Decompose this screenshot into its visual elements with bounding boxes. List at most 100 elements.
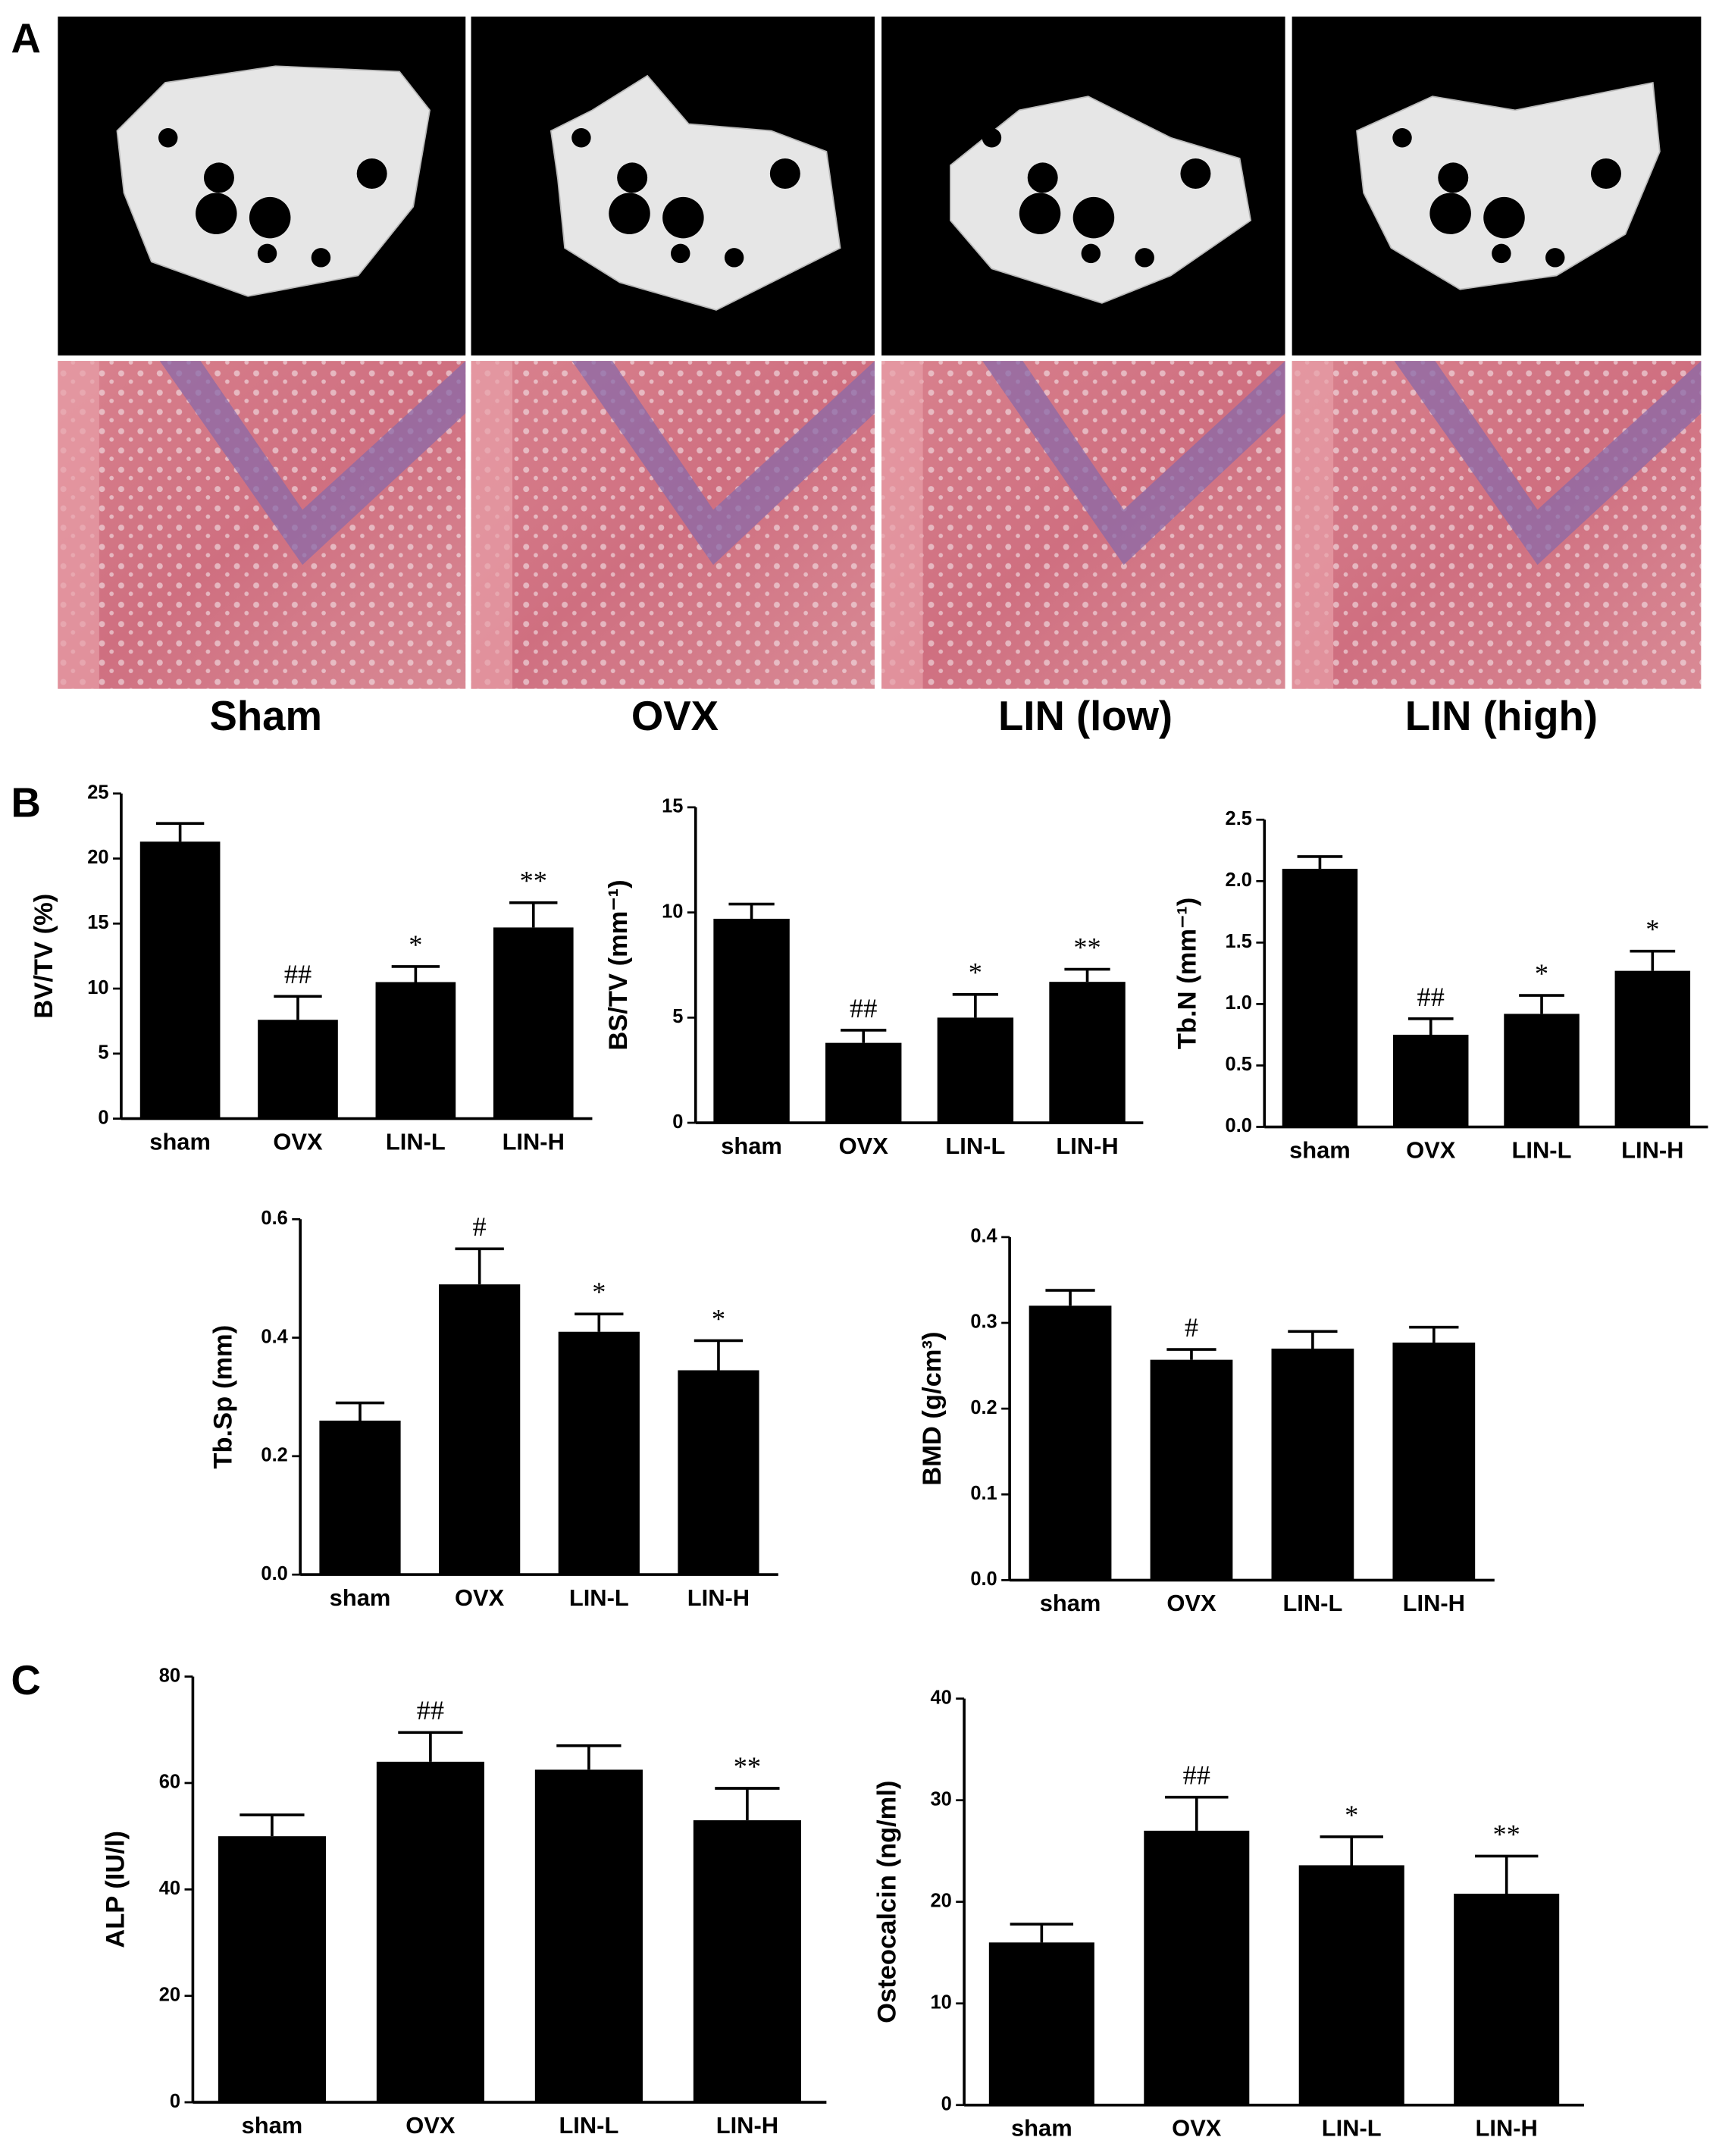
bar <box>218 1836 326 2103</box>
error-bar <box>274 995 322 1020</box>
bar <box>439 1284 521 1575</box>
error-bar <box>240 1813 305 1837</box>
y-tick-label: 0.0 <box>1226 1115 1252 1136</box>
error-bar <box>715 1787 780 1821</box>
x-tick-label: sham <box>1011 2115 1072 2142</box>
y-axis-label: BV/TV (%) <box>30 894 58 1019</box>
image-label: Sham <box>210 693 322 739</box>
bone-hole <box>1483 196 1525 239</box>
bar <box>558 1331 640 1575</box>
panel-label: B <box>11 779 41 826</box>
image-panels <box>58 16 1702 689</box>
error-bar <box>1474 1854 1539 1894</box>
histology-texture <box>1292 361 1702 689</box>
error-bar <box>335 1401 385 1421</box>
bar <box>1392 1034 1469 1127</box>
y-tick-label: 40 <box>159 1878 180 1899</box>
panel-label: A <box>11 15 41 61</box>
bar <box>678 1370 759 1575</box>
y-tick-label: 10 <box>930 1991 951 2013</box>
x-tick-label: LIN-H <box>716 2112 778 2139</box>
x-tick-label: LIN-H <box>1403 1590 1465 1616</box>
cortex <box>881 361 923 689</box>
significance-mark: * <box>1645 914 1659 945</box>
y-tick-label: 0.0 <box>261 1563 287 1584</box>
error-bar <box>1320 1835 1383 1866</box>
x-tick-label: LIN-H <box>687 1584 750 1611</box>
significance-mark: * <box>1535 958 1548 989</box>
bone-hole <box>1180 158 1211 189</box>
bone-hole <box>609 193 650 234</box>
y-tick-label: 0.4 <box>970 1226 997 1247</box>
cartilage-band <box>571 361 875 566</box>
bone-hole <box>617 162 648 193</box>
significance-mark: * <box>592 1277 606 1307</box>
bar <box>1271 1348 1354 1581</box>
y-tick-label: 25 <box>87 782 108 803</box>
y-tick-label: 80 <box>159 1665 180 1686</box>
bar <box>139 841 221 1119</box>
x-tick-label: LIN-H <box>1056 1133 1118 1159</box>
x-tick-label: OVX <box>405 2112 456 2139</box>
error-bar <box>391 965 440 982</box>
x-tick-label: LIN-H <box>503 1128 565 1155</box>
y-axis-label: Osteocalcin (ng/ml) <box>872 1781 901 2023</box>
bone-hole <box>1135 248 1154 268</box>
error-bar <box>1010 1923 1074 1943</box>
bar <box>988 1942 1094 2105</box>
bone-hole <box>1438 162 1469 193</box>
significance-mark: * <box>409 929 422 960</box>
y-tick-label: 0.3 <box>970 1311 997 1333</box>
bar <box>493 927 574 1119</box>
cortex <box>58 361 99 689</box>
x-tick-label: sham <box>721 1133 782 1159</box>
y-tick-label: 0 <box>672 1111 683 1133</box>
y-tick-label: 2.5 <box>1226 808 1252 829</box>
x-tick-label: LIN-H <box>1621 1136 1683 1163</box>
cartilage-band <box>159 361 466 566</box>
y-tick-label: 0 <box>170 2091 180 2112</box>
bone-hole <box>571 128 591 148</box>
x-tick-label: sham <box>330 1584 391 1611</box>
bar <box>319 1420 401 1575</box>
y-tick-label: 0 <box>98 1107 108 1128</box>
x-tick-label: LIN-L <box>559 2112 618 2139</box>
significance-mark: # <box>473 1211 487 1242</box>
bone-render <box>550 74 841 311</box>
bar <box>693 1820 801 2103</box>
bone-hole <box>1081 243 1101 264</box>
bar <box>1392 1343 1476 1581</box>
y-axis-label: BS/TV (mm⁻¹) <box>604 879 633 1050</box>
y-axis-label: Tb.Sp (mm) <box>208 1325 237 1469</box>
bone-hole <box>724 248 744 268</box>
bone-hole <box>257 243 277 264</box>
error-bar <box>728 902 775 919</box>
bar <box>1614 970 1691 1127</box>
y-tick-label: 2.0 <box>1226 870 1252 891</box>
bar <box>1144 1830 1250 2105</box>
x-tick-label: OVX <box>455 1584 505 1611</box>
x-tick-label: OVX <box>839 1133 889 1159</box>
y-tick-label: 15 <box>662 796 683 817</box>
error-bar <box>841 1029 887 1043</box>
image-label: LIN (high) <box>1405 693 1598 739</box>
y-tick-label: 5 <box>672 1006 683 1027</box>
x-tick-label: LIN-L <box>1322 2115 1382 2142</box>
x-tick-label: OVX <box>1406 1136 1456 1163</box>
y-axis-label: Tb.N (mm⁻¹) <box>1173 898 1201 1049</box>
bone-hole <box>1027 162 1058 193</box>
bar <box>937 1017 1014 1123</box>
bone-hole <box>158 128 178 148</box>
error-bar <box>455 1247 504 1285</box>
histology-texture <box>471 361 875 689</box>
y-tick-label: 0.0 <box>970 1568 997 1590</box>
significance-mark: ## <box>1417 982 1445 1012</box>
significance-mark: * <box>712 1303 725 1333</box>
error-bar <box>1519 994 1564 1014</box>
bone-hole <box>311 248 331 268</box>
bone-hole <box>249 196 291 239</box>
y-axis-label: ALP (IU/l) <box>102 1831 130 1948</box>
error-bar <box>952 993 999 1018</box>
x-tick-label: OVX <box>1172 2115 1222 2142</box>
